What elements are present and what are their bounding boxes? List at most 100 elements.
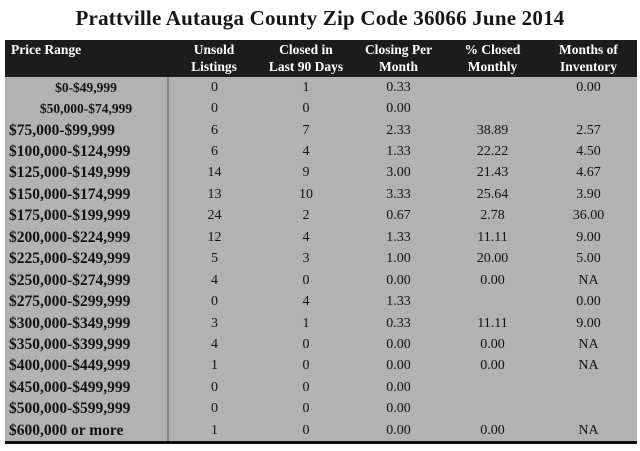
price-range-cell: $600,000 or more [5, 420, 169, 443]
pct-closed-monthly-cell: 0.00 [445, 355, 540, 378]
unsold-listings-cell: 5 [168, 248, 260, 270]
pct-closed-monthly-cell [445, 291, 540, 313]
unsold-listings-cell: 24 [168, 205, 260, 228]
price-range-cell: $350,000-$399,999 [5, 334, 169, 356]
pct-closed-monthly-cell: 11.11 [445, 227, 540, 249]
pct-closed-monthly-cell: 0.00 [445, 334, 540, 356]
closing-per-month-cell: 0.00 [352, 377, 445, 399]
table-row: $250,000-$274,999 4 0 0.00 0.00 NA [5, 269, 637, 292]
closing-per-month-cell: 1.33 [352, 227, 445, 249]
closed-90-days-cell: 9 [260, 162, 352, 185]
closing-per-month-cell: 1.00 [352, 248, 445, 270]
price-range-cell: $50,000-$74,999 [5, 98, 169, 120]
months-of-inventory-cell: 36.00 [540, 205, 637, 228]
table-row: $75,000-$99,999 6 7 2.33 38.89 2.57 [5, 119, 637, 142]
col-header-closed-90-days: Closed in Last 90 Days [260, 40, 352, 77]
unsold-listings-cell: 4 [168, 269, 260, 292]
table-row: $225,000-$249,999 5 3 1.00 20.00 5.00 [5, 248, 637, 270]
months-of-inventory-cell: 4.67 [540, 162, 637, 185]
pct-closed-monthly-cell [445, 398, 540, 420]
pct-closed-monthly-cell: 20.00 [445, 248, 540, 270]
months-of-inventory-cell [540, 398, 637, 420]
closing-per-month-cell: 0.00 [352, 98, 445, 120]
table-row: $100,000-$124,999 6 4 1.33 22.22 4.50 [5, 141, 637, 163]
table-row: $275,000-$299,999 0 4 1.33 0.00 [5, 291, 637, 313]
price-range-cell: $450,000-$499,999 [5, 377, 169, 399]
unsold-listings-cell: 13 [168, 184, 260, 206]
closed-90-days-cell: 1 [260, 77, 352, 99]
months-of-inventory-cell: 5.00 [540, 248, 637, 270]
months-of-inventory-cell: NA [540, 420, 637, 443]
closed-90-days-cell: 0 [260, 355, 352, 378]
price-range-cell: $125,000-$149,999 [5, 162, 169, 185]
unsold-listings-cell: 0 [168, 377, 260, 399]
pct-closed-monthly-cell: 38.89 [445, 119, 540, 142]
closing-per-month-cell: 0.00 [352, 420, 445, 443]
pct-closed-monthly-cell [445, 98, 540, 120]
col-header-pct-closed-monthly: % Closed Monthly [445, 40, 540, 77]
price-range-cell: $225,000-$249,999 [5, 248, 169, 270]
closing-per-month-cell: 2.33 [352, 119, 445, 142]
price-range-cell: $200,000-$224,999 [5, 227, 169, 249]
closed-90-days-cell: 0 [260, 334, 352, 356]
pct-closed-monthly-cell: 11.11 [445, 312, 540, 335]
closed-90-days-cell: 4 [260, 227, 352, 249]
pct-closed-monthly-cell: 0.00 [445, 420, 540, 443]
price-range-cell: $300,000-$349,999 [5, 312, 169, 335]
closing-per-month-cell: 1.33 [352, 291, 445, 313]
closing-per-month-cell: 0.00 [352, 355, 445, 378]
price-range-cell: $500,000-$599,999 [5, 398, 169, 420]
closed-90-days-cell: 0 [260, 377, 352, 399]
unsold-listings-cell: 6 [168, 119, 260, 142]
months-of-inventory-cell: NA [540, 355, 637, 378]
col-header-price-range: Price Range [5, 40, 168, 77]
closed-90-days-cell: 4 [260, 141, 352, 163]
unsold-listings-cell: 6 [168, 141, 260, 163]
price-range-cell: $75,000-$99,999 [5, 119, 169, 142]
col-header-months-of-inventory: Months of Inventory [540, 40, 637, 77]
closing-per-month-cell: 0.00 [352, 398, 445, 420]
table-row: $150,000-$174,999 13 10 3.33 25.64 3.90 [5, 184, 637, 206]
unsold-listings-cell: 12 [168, 227, 260, 249]
table-row: $400,000-$449,999 1 0 0.00 0.00 NA [5, 355, 637, 378]
closing-per-month-cell: 0.33 [352, 77, 445, 99]
page-title: Prattville Autauga County Zip Code 36066… [75, 6, 565, 30]
price-range-cell: $100,000-$124,999 [5, 141, 169, 163]
closed-90-days-cell: 4 [260, 291, 352, 313]
unsold-listings-cell: 0 [168, 77, 260, 99]
price-range-cell: $400,000-$449,999 [5, 355, 169, 378]
table-row: $350,000-$399,999 4 0 0.00 0.00 NA [5, 334, 637, 356]
unsold-listings-cell: 0 [168, 291, 260, 313]
months-of-inventory-cell: 9.00 [540, 312, 637, 335]
table-row: $450,000-$499,999 0 0 0.00 [5, 377, 637, 399]
months-of-inventory-cell: 2.57 [540, 119, 637, 142]
pct-closed-monthly-cell: 22.22 [445, 141, 540, 163]
price-range-cell: $0-$49,999 [5, 77, 169, 99]
unsold-listings-cell: 0 [168, 398, 260, 420]
table-row: $300,000-$349,999 3 1 0.33 11.11 9.00 [5, 312, 637, 335]
closed-90-days-cell: 2 [260, 205, 352, 228]
months-of-inventory-cell: NA [540, 269, 637, 292]
closing-per-month-cell: 0.00 [352, 269, 445, 292]
closed-90-days-cell: 0 [260, 398, 352, 420]
closed-90-days-cell: 3 [260, 248, 352, 270]
report-table: Price Range Unsold Listings Closed in La… [5, 40, 637, 445]
table-row: $0-$49,999 0 1 0.33 0.00 [5, 77, 637, 99]
unsold-listings-cell: 4 [168, 334, 260, 356]
closed-90-days-cell: 0 [260, 420, 352, 443]
pct-closed-monthly-cell: 21.43 [445, 162, 540, 185]
table-row: $50,000-$74,999 0 0 0.00 [5, 98, 637, 120]
unsold-listings-cell: 1 [168, 355, 260, 378]
closing-per-month-cell: 1.33 [352, 141, 445, 163]
pct-closed-monthly-cell: 0.00 [445, 269, 540, 292]
months-of-inventory-cell [540, 98, 637, 120]
table-row: $175,000-$199,999 24 2 0.67 2.78 36.00 [5, 205, 637, 228]
closing-per-month-cell: 3.33 [352, 184, 445, 206]
unsold-listings-cell: 0 [168, 98, 260, 120]
months-of-inventory-cell: 9.00 [540, 227, 637, 249]
table-row: $500,000-$599,999 0 0 0.00 [5, 398, 637, 420]
col-header-unsold-listings: Unsold Listings [168, 40, 260, 77]
closing-per-month-cell: 0.33 [352, 312, 445, 335]
price-range-cell: $250,000-$274,999 [5, 269, 169, 292]
